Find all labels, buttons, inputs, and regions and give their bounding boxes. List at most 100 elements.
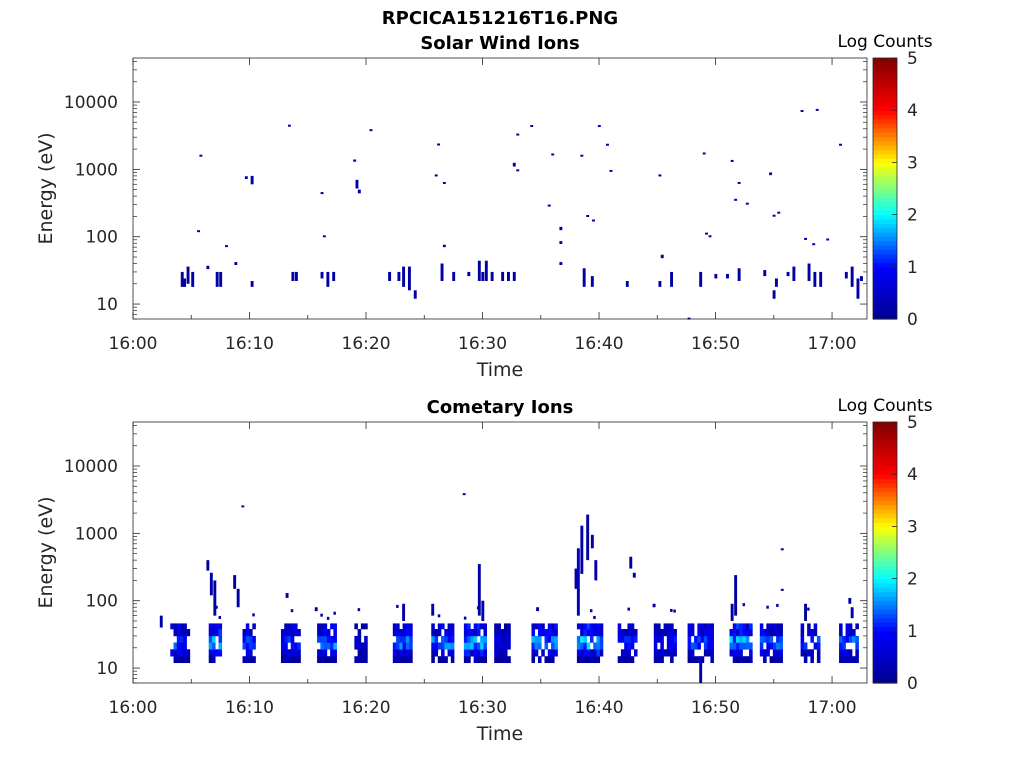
spectrogram-cell [670, 656, 674, 664]
spectrogram-cell [586, 629, 591, 637]
spectrogram-cell [199, 154, 203, 157]
colorbar-segment [873, 162, 897, 168]
spectrogram-cell [476, 623, 481, 630]
spectrogram-cell [653, 642, 658, 650]
spectrogram-cell [554, 642, 558, 650]
x-tick-label: 16:50 [691, 698, 740, 718]
colorbar-segment [873, 478, 897, 484]
colorbar-segment [873, 587, 897, 593]
spectrogram-cell [627, 623, 632, 630]
spectrogram-cell [596, 629, 601, 637]
spectrogram-cell [531, 623, 536, 630]
spectrogram-cell [512, 162, 516, 167]
colorbar-segment [873, 430, 897, 436]
spectrogram-cell [826, 238, 830, 241]
spectrogram-cell [583, 649, 587, 657]
colorbar-segment [873, 617, 897, 623]
spectrogram-cell [206, 560, 210, 571]
spectrogram-cell [800, 649, 805, 657]
spectrogram-cell [547, 649, 552, 657]
spectrogram-cell [749, 623, 753, 630]
spectrogram-cell [586, 656, 591, 664]
colorbar-segment [873, 443, 897, 449]
spectrogram-cell [804, 603, 807, 621]
spectrogram-cell [252, 642, 256, 650]
spectrogram-cell [810, 629, 814, 637]
spectrogram-cell [534, 635, 539, 643]
spectrogram-cell [776, 629, 780, 637]
spectrogram-cell [225, 245, 228, 248]
spectrogram-cell [507, 635, 511, 643]
spectrogram-cell [745, 629, 750, 637]
spectrogram-cell [848, 635, 853, 643]
spectrogram-cell [702, 152, 706, 155]
spectrogram-cell [208, 635, 213, 643]
spectrogram-cell [627, 642, 632, 650]
colorbar-segment [873, 266, 897, 272]
spectrogram-cell [772, 629, 777, 637]
spectrogram-cell [593, 615, 596, 619]
spectrogram-cell [280, 649, 285, 657]
spectrogram-cell [360, 623, 365, 630]
spectrogram-cell [759, 629, 764, 637]
spectrogram-cell [473, 649, 478, 657]
spectrogram-cell [736, 629, 740, 637]
spectrogram-cell [699, 662, 703, 683]
spectrogram-cell [732, 656, 737, 664]
colorbar-segment [873, 97, 897, 103]
spectrogram-cell [357, 642, 362, 650]
spectrogram-cell [541, 623, 545, 630]
spectrogram-cell [245, 656, 250, 664]
spectrogram-cell [745, 623, 750, 630]
spectrogram-cell [582, 268, 586, 287]
spectrogram-cell [447, 623, 452, 630]
spectrogram-cell [576, 623, 581, 630]
colorbar-segment [873, 626, 897, 632]
spectrogram-cell [245, 635, 250, 643]
y-axis-label: Energy (eV) [35, 496, 57, 608]
spectrogram-cell [732, 642, 737, 650]
spectrogram-cell [663, 649, 668, 657]
spectrogram-cell [580, 525, 584, 574]
colorbar-segment [873, 223, 897, 229]
spectrogram-cell [497, 649, 501, 657]
spectrogram-cell [845, 649, 850, 657]
x-tick-label: 16:10 [225, 334, 274, 354]
spectrogram-cell [551, 635, 555, 643]
spectrogram-cell [500, 635, 505, 643]
spectrogram-cell [516, 169, 520, 172]
spectrogram-cell [249, 649, 253, 657]
spectrogram-cell [803, 649, 808, 657]
colorbar-segment [873, 630, 897, 636]
spectrogram-cell [730, 159, 734, 162]
x-axis-label: Time [476, 359, 524, 381]
spectrogram-cell [845, 635, 850, 643]
spectrogram-cell [450, 629, 455, 637]
spectrogram-cell [219, 271, 223, 287]
spectrogram-cell [710, 629, 714, 637]
spectrogram-cell [431, 629, 435, 637]
spectrogram-cell [450, 656, 455, 664]
spectrogram-cell [444, 629, 448, 637]
spectrogram-cell [320, 635, 324, 643]
spectrogram-cell [620, 635, 625, 643]
spectrogram-cell [405, 623, 410, 630]
colorbar-segment [873, 648, 897, 654]
spectrogram-cell [589, 635, 594, 643]
spectrogram-cell [803, 656, 808, 664]
colorbar-segment [873, 201, 897, 207]
spectrogram-cell [732, 629, 737, 637]
spectrogram-cell [670, 629, 674, 637]
spectrogram-cell [470, 635, 474, 643]
spectrogram-cell [434, 642, 439, 650]
spectrogram-cell [633, 649, 638, 657]
spectrogram-cell [807, 607, 810, 611]
spectrogram-cell [745, 656, 750, 664]
spectrogram-cell [710, 656, 714, 664]
y-tick-label: 100 [86, 228, 118, 248]
spectrogram-cell [694, 656, 698, 664]
spectrogram-cell [657, 623, 661, 630]
spectrogram-cell [354, 642, 358, 650]
spectrogram-cell [673, 642, 677, 650]
spectrogram-cell [357, 189, 361, 194]
